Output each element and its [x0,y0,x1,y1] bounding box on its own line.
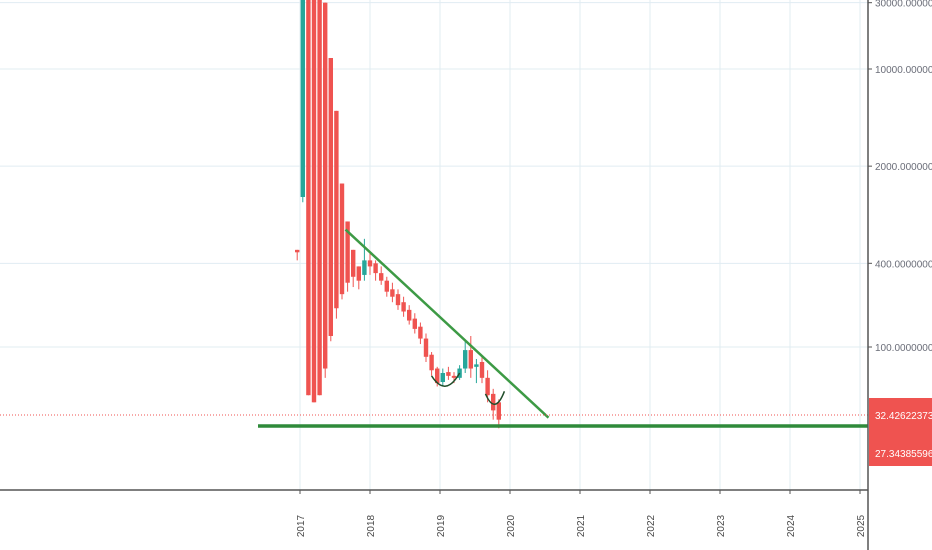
candle-down[interactable] [345,221,350,283]
x-tick-label: 2019 [436,514,447,537]
candle-up[interactable] [300,0,305,197]
candle-down[interactable] [384,280,389,292]
x-tick-label: 2022 [646,514,657,537]
candle-down[interactable] [328,57,333,336]
candle-down[interactable] [306,0,311,396]
price-label: 32.42622373 [875,411,932,422]
cup-arc-drawing[interactable] [430,372,461,387]
candle-down[interactable] [323,2,328,369]
x-tick-label: 2024 [786,514,797,537]
candle-down[interactable] [356,266,361,281]
cup-arc-drawing[interactable] [484,391,506,405]
candle-down[interactable] [311,0,317,403]
candle-down[interactable] [479,361,485,378]
y-tick-label: 30000.00000000 [875,0,932,10]
candle-down[interactable] [485,377,490,396]
candle-down[interactable] [496,402,501,420]
candle-down[interactable] [401,302,406,312]
candle-down[interactable] [491,393,496,411]
candle-down[interactable] [390,289,395,297]
candle-down[interactable] [418,326,423,339]
x-tick-label: 2020 [506,514,517,537]
candle-down[interactable] [351,249,356,277]
candle-down[interactable] [379,273,384,281]
candle-down[interactable] [446,372,451,376]
x-tick-label: 2018 [366,514,377,537]
candle-down[interactable] [334,110,339,309]
y-tick-label: 400.00000000 [875,259,932,270]
candle-down[interactable] [367,260,373,267]
candle-down[interactable] [412,318,417,329]
y-tick-label: 10000.00000000 [875,65,932,76]
grid-lines [0,0,868,490]
candle-up[interactable] [440,373,445,383]
candle-down[interactable] [407,309,412,321]
descending-trendline[interactable] [344,228,550,419]
candle-up[interactable] [463,350,468,369]
y-tick-label: 100.00000000 [875,343,932,354]
candle-down[interactable] [468,350,473,369]
candle-down[interactable] [435,368,440,384]
price-label: 27.34385596 [875,449,932,460]
candle-down[interactable] [339,183,345,295]
x-tick-label: 2023 [716,514,727,537]
candle-down[interactable] [295,249,300,253]
candles[interactable] [295,0,501,429]
candle-down[interactable] [423,338,429,357]
x-tick-label: 2017 [296,514,307,537]
candle-up[interactable] [474,364,479,367]
x-tick-label: 2021 [576,514,587,537]
drawings[interactable] [0,228,868,428]
candle-down[interactable] [395,294,401,306]
candle-down[interactable] [317,0,322,396]
x-tick-label: 2025 [856,514,867,537]
candle-up[interactable] [362,260,367,275]
price-label-badge [869,398,932,466]
candle-down[interactable] [373,263,378,274]
candle-down[interactable] [429,354,434,371]
y-tick-label: 2000.00000000 [875,162,932,173]
candle-down[interactable] [451,375,457,378]
